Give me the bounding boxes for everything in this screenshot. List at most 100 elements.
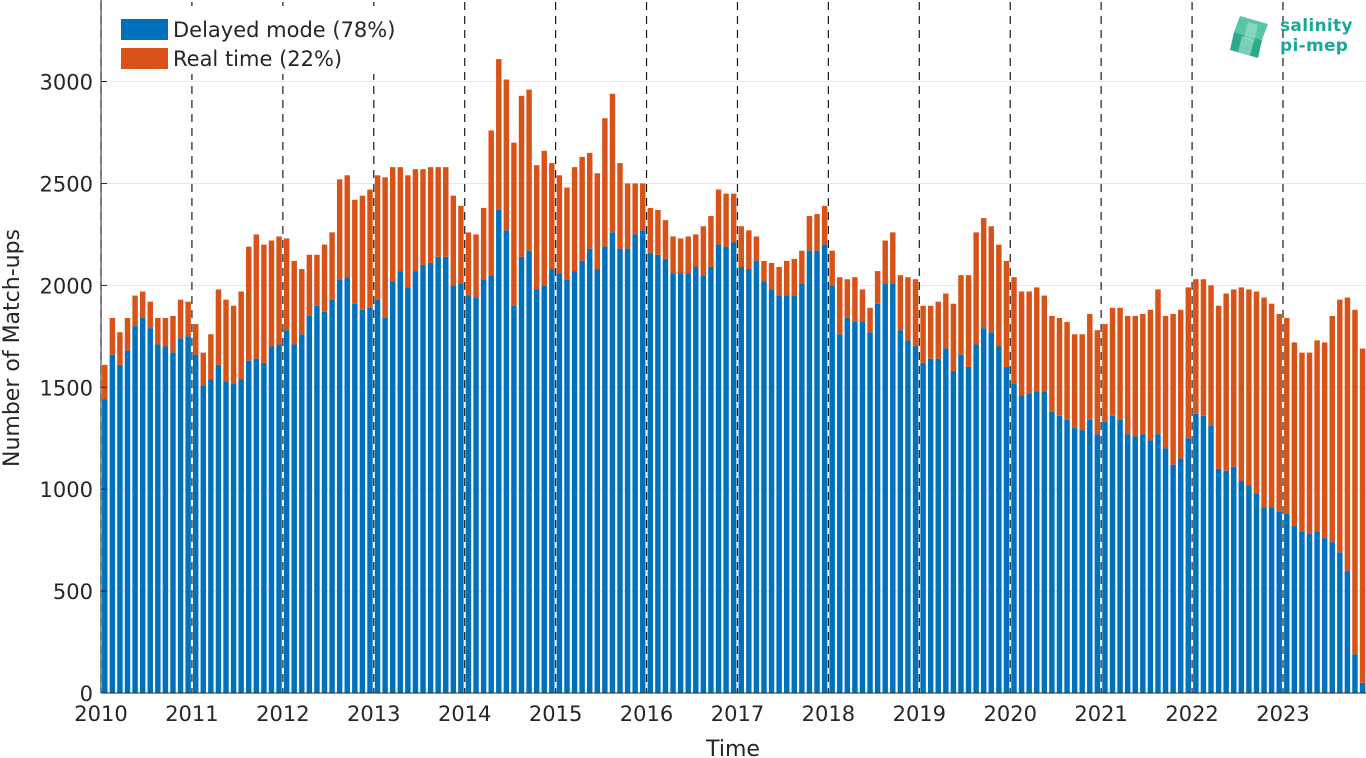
- bar-delayed-mode: [374, 299, 381, 693]
- bar-delayed-mode: [412, 271, 419, 693]
- bar-real-time: [511, 142, 517, 306]
- bar-real-time: [965, 275, 972, 367]
- bar-real-time: [1041, 295, 1048, 392]
- bar-real-time: [246, 246, 252, 361]
- bar-real-time: [1246, 289, 1252, 486]
- bar-real-time: [389, 167, 396, 282]
- bar-real-time: [533, 165, 540, 290]
- bar-real-time: [746, 230, 752, 270]
- bar-delayed-mode: [753, 260, 760, 693]
- bar-real-time: [571, 167, 578, 272]
- bar-delayed-mode: [405, 287, 411, 693]
- bar-delayed-mode: [1140, 434, 1146, 693]
- bar-real-time: [1185, 287, 1192, 439]
- bar-real-time: [1329, 315, 1335, 543]
- bar-real-time: [1231, 289, 1237, 467]
- bar-delayed-mode: [1337, 552, 1343, 693]
- bar-real-time: [1314, 340, 1320, 532]
- bar-delayed-mode: [897, 330, 904, 693]
- bar-delayed-mode: [139, 317, 146, 693]
- bar-real-time: [624, 183, 631, 249]
- bar-delayed-mode: [1124, 434, 1131, 693]
- bar-real-time: [435, 167, 441, 257]
- bar-delayed-mode: [147, 328, 153, 693]
- x-tick-label: 2021: [1074, 702, 1127, 726]
- bar-real-time: [139, 291, 146, 318]
- bar-delayed-mode: [594, 269, 601, 693]
- bar-real-time: [852, 277, 858, 323]
- bar-real-time: [768, 262, 775, 290]
- bar-real-time: [677, 238, 684, 274]
- legend-swatch: [121, 19, 168, 40]
- bar-real-time: [541, 150, 547, 286]
- bar-delayed-mode: [708, 267, 714, 693]
- bar-delayed-mode: [450, 285, 457, 693]
- bar-delayed-mode: [503, 230, 510, 693]
- bar-delayed-mode: [1246, 485, 1252, 693]
- bar-real-time: [1124, 315, 1131, 435]
- bar-delayed-mode: [261, 362, 267, 693]
- bar-delayed-mode: [268, 346, 275, 693]
- x-tick-label: 2016: [620, 702, 673, 726]
- bar-real-time: [1132, 315, 1138, 437]
- bar-delayed-mode: [1314, 531, 1320, 693]
- bar-real-time: [283, 238, 290, 331]
- bar-delayed-mode: [1299, 531, 1305, 693]
- bar-delayed-mode: [170, 352, 176, 693]
- bar-delayed-mode: [564, 279, 570, 693]
- bar-delayed-mode: [389, 281, 396, 693]
- bar-delayed-mode: [109, 354, 116, 693]
- bar-delayed-mode: [829, 285, 835, 693]
- x-tick-label: 2013: [347, 702, 400, 726]
- bar-delayed-mode: [723, 246, 729, 693]
- bar-real-time: [374, 175, 381, 300]
- bar-real-time: [329, 232, 335, 300]
- bar-delayed-mode: [814, 250, 820, 693]
- bar-real-time: [859, 289, 866, 323]
- bar-delayed-mode: [1208, 425, 1214, 693]
- bar-real-time: [783, 260, 790, 296]
- bar-real-time: [814, 214, 820, 251]
- bar-delayed-mode: [321, 311, 328, 693]
- bar-delayed-mode: [132, 326, 138, 693]
- bar-delayed-mode: [435, 256, 441, 693]
- bar-real-time: [670, 236, 676, 274]
- bar-real-time: [352, 199, 358, 304]
- bar-delayed-mode: [632, 234, 638, 693]
- x-tick-label: 2019: [893, 702, 946, 726]
- bar-real-time: [1170, 313, 1176, 465]
- legend-entry-label: Delayed mode (78%): [173, 18, 395, 42]
- bar-real-time: [397, 167, 404, 272]
- bar-delayed-mode: [640, 230, 646, 693]
- bar-real-time: [503, 79, 510, 231]
- bar-delayed-mode: [1306, 534, 1313, 693]
- bar-delayed-mode: [1352, 654, 1358, 693]
- bar-real-time: [230, 305, 237, 384]
- bar-real-time: [549, 163, 555, 270]
- bar-delayed-mode: [480, 279, 487, 693]
- bar-real-time: [1284, 317, 1290, 514]
- bar-delayed-mode: [806, 250, 813, 693]
- bar-delayed-mode: [655, 254, 661, 693]
- bar-delayed-mode: [1170, 464, 1176, 693]
- bar-delayed-mode: [852, 322, 858, 693]
- x-tick-label: 2020: [984, 702, 1037, 726]
- bar-delayed-mode: [253, 358, 260, 693]
- bar-real-time: [874, 271, 881, 304]
- bar-delayed-mode: [586, 248, 593, 693]
- bar-real-time: [1094, 330, 1101, 435]
- bar-real-time: [465, 232, 472, 296]
- bar-delayed-mode: [276, 344, 282, 693]
- bar-real-time: [738, 226, 744, 268]
- x-tick-label: 2017: [711, 702, 764, 726]
- bar-delayed-mode: [427, 262, 434, 693]
- bar-delayed-mode: [549, 269, 555, 693]
- bar-delayed-mode: [185, 336, 191, 693]
- bar-delayed-mode: [1284, 513, 1290, 693]
- bar-delayed-mode: [1359, 682, 1366, 693]
- bar-delayed-mode: [1132, 436, 1138, 693]
- bar-real-time: [935, 301, 941, 359]
- bar-real-time: [1079, 334, 1085, 431]
- bar-delayed-mode: [602, 246, 608, 693]
- bar-delayed-mode: [791, 295, 798, 693]
